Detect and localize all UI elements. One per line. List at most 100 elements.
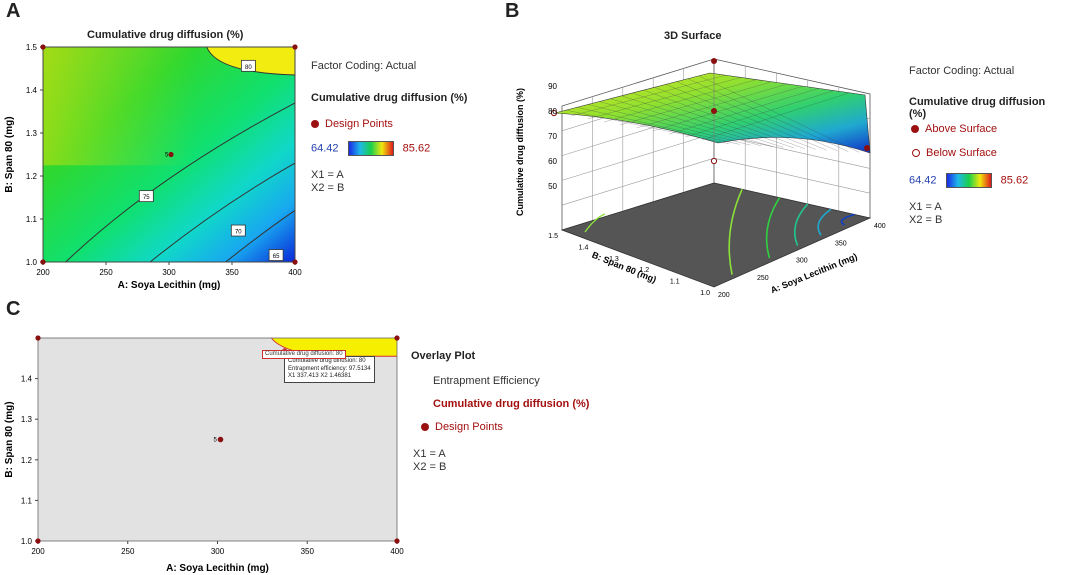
y-tick-label: 1.2 [26, 172, 38, 181]
overlay-plot-area: 200 250 300 350 400 1.0 1.1 1.2 1.3 1.4 A: Soya Le… [4, 335, 404, 574]
design-point-icon [311, 120, 319, 129]
y-tick-label: 1.2 [639, 267, 649, 274]
design-points-legend-a: Design Points [311, 118, 393, 130]
contour-line-80 [206, 46, 296, 76]
range-high-b: 85.62 [1000, 174, 1029, 187]
x-tick-label: 200 [718, 292, 730, 299]
y-tick-label: 1.1 [26, 215, 38, 224]
y-tick-label: 1.1 [21, 496, 33, 505]
x-tick-label: 350 [835, 240, 847, 247]
x-tick-label: 200 [36, 268, 50, 277]
panel-label-b: B [505, 0, 520, 22]
range-low-a: 64.42 [311, 142, 339, 155]
y-axis-label: B: Span 80 (mg) [4, 116, 15, 192]
surface-mesh [669, 88, 819, 135]
above-surface-point [711, 58, 717, 64]
colorbar-a [347, 141, 394, 156]
y-tick-label: 1.0 [700, 290, 710, 297]
contour-label: 75 [143, 195, 150, 201]
design-point [217, 436, 224, 443]
design-point [35, 538, 41, 544]
below-surface-legend: Below Surface [912, 147, 997, 159]
surface-mesh [566, 109, 729, 144]
contour-plot-area: 80 75 70 65 200 250 300 350 400 1.0 1.1 1.2 1.3 1.4 1.… [4, 43, 302, 291]
contour-label: 65 [273, 254, 280, 260]
z-tick-label: 70 [548, 132, 557, 141]
contour-label-box [230, 224, 246, 237]
x-axis-label: A: Soya Lecithin (mg) [118, 280, 221, 291]
x2-a: X2 = B [311, 182, 345, 194]
above-surface-legend: Above Surface [911, 123, 997, 135]
y-tick-label: 1.3 [26, 129, 38, 138]
x-tick-label: 350 [225, 268, 239, 277]
surface-mesh [577, 107, 740, 145]
z-tick-label: 60 [548, 157, 557, 166]
contour-line-65 [225, 209, 296, 263]
flag-line-3: Entrapment efficiency: 97.5134 [288, 365, 371, 372]
design-points-label-c: Design Points [435, 421, 503, 433]
panel-label-c: C [6, 298, 21, 320]
design-point [292, 44, 298, 50]
x-tick-label: 350 [301, 547, 315, 556]
y-tick-label: 1.4 [26, 86, 38, 95]
design-point [394, 335, 400, 341]
y-tick-label: 1.1 [670, 279, 680, 286]
design-points-legend-c: Design Points [421, 421, 503, 433]
range-high-a: 85.62 [402, 142, 431, 155]
x-tick-label: 200 [31, 547, 45, 556]
surface-mesh [587, 77, 742, 120]
x1-b: X1 = A [909, 201, 942, 213]
floor-contour [728, 188, 743, 275]
contour-label: 70 [235, 230, 242, 236]
color-range-a: 64.42 85.62 [311, 141, 430, 156]
above-surface-point [711, 108, 717, 114]
surface-mesh [603, 79, 757, 123]
panel-label-a: A [6, 0, 21, 22]
x-tick-label: 250 [121, 547, 135, 556]
design-point [35, 335, 41, 341]
z-tick-label: 80 [548, 107, 557, 116]
y-tick-label: 1.0 [21, 537, 33, 546]
x1-c: X1 = A [413, 448, 446, 460]
colorbar-b [945, 173, 992, 188]
x-tick-label: 400 [390, 547, 404, 556]
factor-coding-a: Factor Coding: Actual [311, 60, 417, 72]
surface-mesh [685, 90, 835, 138]
x-axis-label: A: Soya Lecithin (mg) [166, 563, 269, 574]
floor-contour [793, 203, 809, 246]
color-range-b: 64.42 85.62 [909, 173, 1028, 188]
z-axis-label: Cumulative drug diffusion (%) [515, 88, 525, 216]
surface-plot-b: 50 60 70 80 90 1.5 1.4 1.3 1.2 1.1 1.0 200 250 300 350… [515, 58, 886, 299]
surface-mesh [643, 89, 805, 149]
x-tick-label: 250 [757, 275, 769, 282]
floor-projection [560, 182, 872, 288]
surface-plot-area: 50 60 70 80 90 1.5 1.4 1.3 1.2 1.1 1.0 200 250 300 350… [515, 58, 886, 299]
surface-mesh [636, 83, 788, 129]
design-point-label: 5 [165, 153, 169, 159]
y-tick-label: 1.3 [21, 415, 33, 424]
contour-label-box [240, 59, 256, 72]
contour-plot-a: 80 75 70 65 200 250 300 350 400 1.0 1.1 1.2 1.3 1.4 1.… [4, 43, 302, 291]
surface-mesh [620, 81, 773, 126]
design-point [168, 151, 174, 158]
surface-mesh [588, 104, 751, 146]
entrapment-label: Entrapment Efficiency [433, 375, 540, 387]
surface-mesh [676, 81, 838, 152]
contour-line-70 [149, 162, 296, 263]
y-tick-label: 1.0 [26, 258, 38, 267]
surface-mesh [621, 95, 784, 148]
contour-label: 80 [245, 65, 252, 71]
below-surface-icon [912, 149, 920, 158]
z-tick-label: 50 [548, 182, 557, 191]
y-tick-label: 1.2 [21, 456, 33, 465]
design-point [394, 538, 400, 544]
x-tick-label: 300 [211, 547, 225, 556]
surface-mesh [698, 75, 860, 153]
response-label-b: Cumulative drug diffusion (%) [909, 96, 1046, 120]
design-point-icon [421, 423, 429, 432]
below-surface-point [550, 109, 558, 117]
design-points-label-a: Design Points [325, 118, 393, 130]
chart-title-a: Cumulative drug diffusion (%) [87, 29, 244, 41]
y-tick-label: 1.4 [579, 244, 589, 251]
design-point [292, 259, 298, 265]
